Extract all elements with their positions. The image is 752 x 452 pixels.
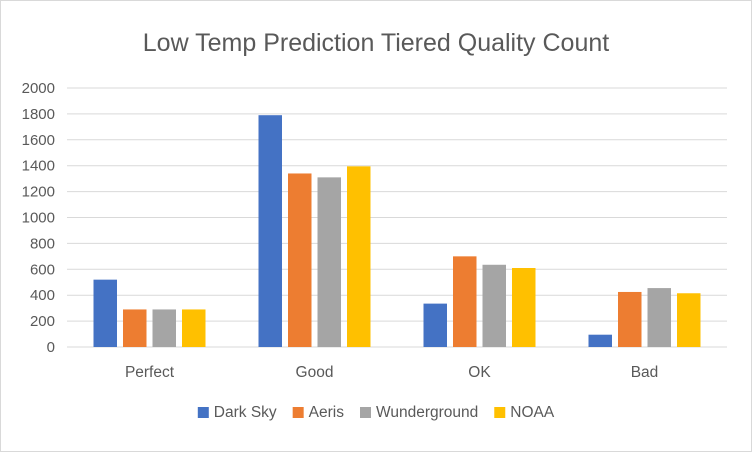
x-axis-category-labels: Perfect Good OK Bad	[125, 364, 658, 381]
bar-dark-sky-ok	[423, 303, 447, 347]
y-tick-label: 1000	[22, 210, 55, 227]
gridlines	[67, 87, 727, 348]
bar-dark-sky-good	[258, 115, 282, 347]
x-category-label: Bad	[631, 364, 659, 381]
bar-wunderground-bad	[647, 288, 671, 347]
legend-swatch	[494, 407, 506, 418]
y-tick-label: 200	[30, 313, 55, 330]
y-tick-label: 400	[30, 287, 55, 304]
y-tick-label: 2000	[22, 80, 55, 97]
x-category-label: Perfect	[125, 364, 175, 381]
legend-label: Wunderground	[376, 404, 478, 421]
legend-label: Aeris	[309, 404, 345, 421]
y-tick-label: 1400	[22, 158, 55, 175]
legend-item-noaa: NOAA	[494, 404, 555, 421]
y-axis-tick-labels: 0 200 400 600 800 1000 1200 1400 1600 1800 2000	[22, 80, 55, 356]
bar-wunderground-perfect	[152, 309, 176, 347]
legend-label: NOAA	[510, 404, 555, 421]
bars	[93, 115, 701, 347]
y-tick-label: 1800	[22, 106, 55, 123]
legend-swatch	[197, 407, 209, 418]
bar-noaa-bad	[677, 293, 701, 347]
y-tick-label: 600	[30, 261, 55, 278]
bar-aeris-ok	[453, 256, 477, 347]
legend-label: Dark Sky	[214, 404, 277, 421]
legend-item-wunderground: Wunderground	[360, 404, 478, 421]
bar-aeris-perfect	[123, 309, 147, 347]
bar-dark-sky-perfect	[93, 279, 117, 347]
x-category-label: OK	[468, 364, 491, 381]
chart-title: Low Temp Prediction Tiered Quality Count	[143, 29, 609, 57]
bar-wunderground-ok	[482, 264, 506, 347]
x-category-label: Good	[296, 364, 334, 381]
legend-item-aeris: Aeris	[292, 404, 345, 421]
bar-wunderground-good	[317, 177, 341, 347]
y-tick-label: 1600	[22, 132, 55, 149]
y-tick-label: 800	[30, 235, 55, 252]
bar-aeris-good	[288, 173, 312, 347]
legend: Dark Sky Aeris Wunderground NOAA	[197, 404, 555, 421]
bar-noaa-good	[347, 166, 371, 347]
bar-noaa-perfect	[182, 309, 206, 347]
y-tick-label: 0	[47, 339, 55, 356]
legend-swatch	[292, 407, 304, 418]
legend-item-dark-sky: Dark Sky	[197, 404, 277, 421]
bar-dark-sky-bad	[588, 334, 612, 347]
bar-noaa-ok	[512, 268, 536, 347]
legend-swatch	[360, 407, 371, 418]
y-tick-label: 1200	[22, 184, 55, 201]
bar-aeris-bad	[618, 291, 642, 347]
